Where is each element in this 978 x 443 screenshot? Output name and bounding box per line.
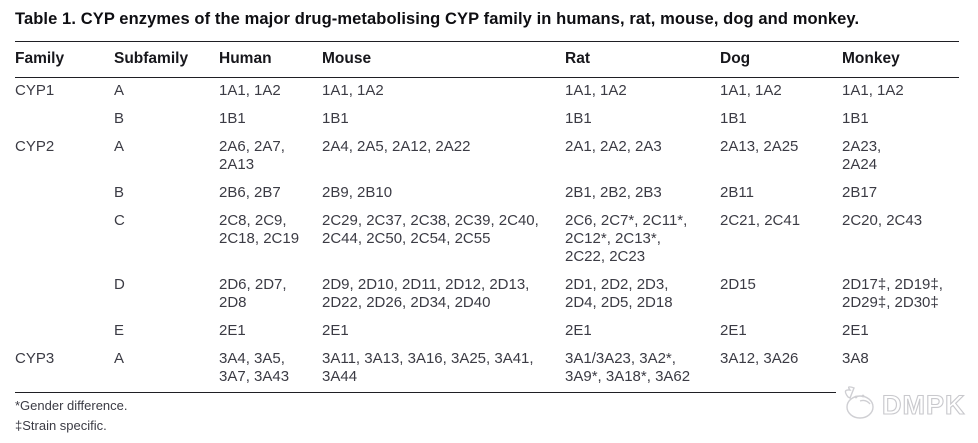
cell-mouse: 2B9, 2B10 [322,184,393,201]
cell-mouse: 1B1 [322,110,349,127]
cell-dog: 3A12, 3A26 [720,350,799,367]
dmpk-watermark-label: DMPK [881,389,966,420]
cell-family [15,106,114,134]
cell-monkey: 2A23, 2A24 [842,138,882,173]
col-header-dog: Dog [720,41,842,78]
cell-rat: 2D1, 2D2, 2D3, 2D4, 2D5, 2D18 [565,276,673,311]
table-row: E 2E1 2E1 2E1 2E1 2E1 [15,318,959,346]
col-header-subfamily: Subfamily [114,41,219,78]
cyp-enzyme-table: Family Subfamily Human Mouse Rat Dog Mon… [15,41,959,393]
cell-dog: 2E1 [720,322,747,339]
table-row: B 2B6, 2B7 2B9, 2B10 2B1, 2B2, 2B3 2B11 … [15,180,959,208]
cell-mouse: 2D9, 2D10, 2D11, 2D12, 2D13, 2D22, 2D26,… [322,276,530,311]
cell-rat: 2E1 [565,322,592,339]
cell-human: 1B1 [219,110,246,127]
cell-mouse: 2A4, 2A5, 2A12, 2A22 [322,138,471,155]
cell-rat: 2B1, 2B2, 2B3 [565,184,662,201]
footnote-gender-difference: *Gender difference. [15,398,128,413]
cell-subfamily: E [114,322,125,339]
dmpk-mascot-icon [836,383,880,428]
col-header-rat: Rat [565,41,720,78]
cell-human: 2B6, 2B7 [219,184,281,201]
cell-family [15,272,114,318]
cell-family [15,318,114,346]
cell-subfamily: A [114,82,125,99]
cell-human: 2A6, 2A7, 2A13 [219,138,285,173]
cell-rat: 3A1/3A23, 3A2*, 3A9*, 3A18*, 3A62 [565,350,691,385]
cell-monkey: 1B1 [842,110,869,127]
cell-subfamily: D [114,276,125,293]
cell-dog: 2D15 [720,276,756,293]
footnote-strain-specific: ‡Strain specific. [15,418,107,433]
col-header-family: Family [15,41,114,78]
cell-dog: 1A1, 1A2 [720,82,782,99]
cell-monkey: 2B17 [842,184,878,201]
cell-rat: 2A1, 2A2, 2A3 [565,138,662,155]
cell-mouse: 3A11, 3A13, 3A16, 3A25, 3A41, 3A44 [322,350,534,385]
cell-subfamily: B [114,184,125,201]
cell-mouse: 2E1 [322,322,349,339]
cell-dog: 1B1 [720,110,747,127]
cell-monkey: 2C20, 2C43 [842,212,923,229]
cell-monkey: 2E1 [842,322,869,339]
col-header-human: Human [219,41,322,78]
table-row: CYP1 A 1A1, 1A2 1A1, 1A2 1A1, 1A2 1A1, 1… [15,78,959,107]
table-title: Table 1. CYP enzymes of the major drug-m… [15,10,860,28]
cell-subfamily: C [114,212,125,229]
cell-mouse: 2C29, 2C37, 2C38, 2C39, 2C40, 2C44, 2C50… [322,212,539,247]
dmpk-watermark: DMPK [836,382,970,428]
cell-dog: 2A13, 2A25 [720,138,799,155]
cell-subfamily: B [114,110,125,127]
table-row: CYP3 A 3A4, 3A5, 3A7, 3A43 3A11, 3A13, 3… [15,346,959,393]
table-row: B 1B1 1B1 1B1 1B1 1B1 [15,106,959,134]
cell-mouse: 1A1, 1A2 [322,82,384,99]
col-header-mouse: Mouse [322,41,565,78]
cell-subfamily: A [114,138,125,155]
cell-family: CYP3 [15,350,55,367]
cell-monkey: 3A8 [842,350,869,367]
cell-family: CYP1 [15,82,55,99]
cell-family [15,180,114,208]
cell-dog: 2B11 [720,184,754,201]
cell-family [15,208,114,272]
cell-rat: 2C6, 2C7*, 2C11*, 2C12*, 2C13*, 2C22, 2C… [565,212,688,265]
col-header-monkey: Monkey [842,41,959,78]
footnotes: *Gender difference. ‡Strain specific. [15,396,978,436]
cell-human: 2D6, 2D7, 2D8 [219,276,287,311]
cell-rat: 1B1 [565,110,592,127]
table-row: CYP2 A 2A6, 2A7, 2A13 2A4, 2A5, 2A12, 2A… [15,134,959,180]
table-row: C 2C8, 2C9, 2C18, 2C19 2C29, 2C37, 2C38,… [15,208,959,272]
cell-human: 2C8, 2C9, 2C18, 2C19 [219,212,300,247]
cell-human: 3A4, 3A5, 3A7, 3A43 [219,350,290,385]
cell-rat: 1A1, 1A2 [565,82,627,99]
cell-subfamily: A [114,350,125,367]
cell-human: 1A1, 1A2 [219,82,281,99]
cell-dog: 2C21, 2C41 [720,212,801,229]
cell-monkey: 1A1, 1A2 [842,82,904,99]
table-row: D 2D6, 2D7, 2D8 2D9, 2D10, 2D11, 2D12, 2… [15,272,959,318]
cell-monkey: 2D17‡, 2D19‡, 2D29‡, 2D30‡ [842,276,943,311]
cell-human: 2E1 [219,322,246,339]
cell-family: CYP2 [15,138,55,155]
header-row: Family Subfamily Human Mouse Rat Dog Mon… [15,41,959,78]
